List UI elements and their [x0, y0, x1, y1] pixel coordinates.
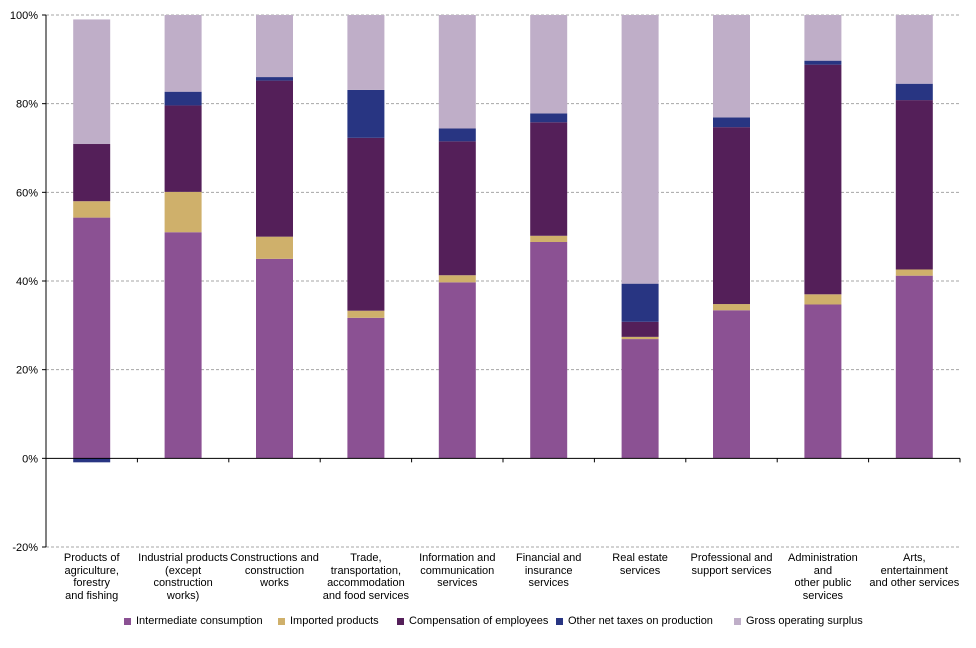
bar-segment [895, 15, 933, 84]
bar-segment [621, 336, 659, 340]
bar-segment [347, 137, 385, 311]
legend-item: Gross operating surplus [734, 613, 863, 629]
bars [73, 15, 933, 463]
y-tick-label: 80% [16, 99, 38, 111]
x-category-label: Information and communication services [419, 552, 496, 589]
bar-segment [164, 232, 202, 459]
bar-segment [256, 80, 293, 237]
bar-segment [347, 317, 385, 459]
bar-segment [804, 294, 842, 305]
bar-segment [73, 201, 111, 218]
bar-segment [73, 144, 111, 202]
legend: Intermediate consumption Imported product… [0, 613, 976, 629]
bar-segment [438, 141, 476, 276]
bar-segment [347, 310, 385, 318]
bar-stack [804, 15, 842, 459]
x-category-label: Professional and support services [690, 552, 773, 577]
bar-segment [530, 15, 568, 114]
bar-segment [164, 191, 202, 233]
legend-item: Intermediate consumption [124, 613, 263, 629]
bar-segment [438, 282, 476, 459]
bar-stack [438, 15, 476, 459]
bar-segment [804, 304, 842, 459]
bar-segment [895, 275, 933, 459]
bar-segment [804, 64, 842, 295]
legend-label: Imported products [290, 615, 379, 627]
bar-stack [256, 15, 293, 459]
bar-stack [895, 15, 933, 459]
bar-stack [164, 15, 202, 459]
bar-segment [347, 15, 385, 90]
bar-segment [621, 15, 659, 284]
bar-stack [713, 15, 750, 459]
bar-segment [164, 91, 202, 106]
x-category-label: Constructions and construction works [230, 552, 319, 589]
legend-label: Other net taxes on production [568, 615, 713, 627]
bar-segment [895, 269, 933, 276]
x-category-label: Products of agriculture, forestry and fish… [63, 552, 120, 602]
bar-segment [530, 113, 568, 123]
x-category-label: Trade, transportation, accommodation and fo… [322, 552, 409, 602]
bar-segment [621, 321, 659, 337]
legend-swatch [556, 617, 563, 625]
bar-segment [347, 89, 385, 138]
bar-segment [256, 15, 293, 78]
bar-stack [73, 19, 111, 463]
x-category-label: Financial and insurance services [515, 552, 582, 589]
bar-segment [621, 339, 659, 459]
x-category-label: Industrial products (except construction wo… [138, 552, 229, 602]
bar-stack [530, 15, 568, 459]
y-tick-label: 60% [16, 187, 38, 199]
x-category-label: Arts, entertainment and other services [869, 552, 960, 589]
legend-label: Compensation of employees [409, 615, 549, 627]
legend-label: Gross operating surplus [746, 615, 863, 627]
bar-segment [895, 83, 933, 101]
bar-segment [530, 122, 568, 236]
bar-segment [73, 458, 111, 463]
x-category-label: Real estate services [612, 552, 668, 577]
y-tick-label: 100% [10, 10, 38, 22]
bar-segment [895, 100, 933, 270]
legend-swatch [734, 617, 741, 625]
bar-segment [73, 19, 111, 145]
y-tick-label: 40% [16, 276, 38, 288]
bar-segment [73, 217, 111, 459]
legend-swatch [278, 617, 285, 625]
bar-stack [621, 15, 659, 459]
bar-segment [438, 15, 476, 129]
legend-item: Other net taxes on production [556, 613, 713, 629]
legend-swatch [397, 617, 404, 625]
bar-segment [530, 235, 568, 242]
bar-segment [713, 117, 750, 128]
bar-segment [804, 15, 842, 61]
legend-item: Compensation of employees [397, 613, 548, 629]
legend-swatch [124, 617, 131, 625]
bar-segment [256, 77, 293, 81]
bar-segment [713, 15, 750, 118]
bar-stack [347, 15, 385, 459]
bar-segment [256, 258, 293, 459]
legend-item: Imported products [278, 613, 379, 629]
bar-segment [530, 241, 568, 459]
bar-segment [804, 60, 842, 65]
axes [42, 14, 961, 548]
bar-segment [713, 127, 750, 305]
bar-segment [164, 15, 202, 92]
bar-segment [438, 128, 476, 142]
bar-segment [713, 304, 750, 311]
legend-label: Intermediate consumption [136, 615, 263, 627]
bar-segment [438, 275, 476, 283]
stacked-bar-chart: -20% 0% 20% 40% 60% 80% 100% [10, 10, 961, 554]
bar-segment [621, 283, 659, 322]
y-axis-tick-labels: -20% 0% 20% 40% 60% 80% 100% [10, 10, 38, 554]
bar-segment [164, 105, 202, 192]
x-category-label: Administration and other public services [788, 552, 858, 602]
y-tick-label: 0% [22, 453, 38, 465]
y-tick-label: 20% [16, 365, 38, 377]
y-tick-label: -20% [12, 542, 38, 554]
bar-segment [713, 310, 750, 459]
bar-segment [256, 236, 293, 259]
